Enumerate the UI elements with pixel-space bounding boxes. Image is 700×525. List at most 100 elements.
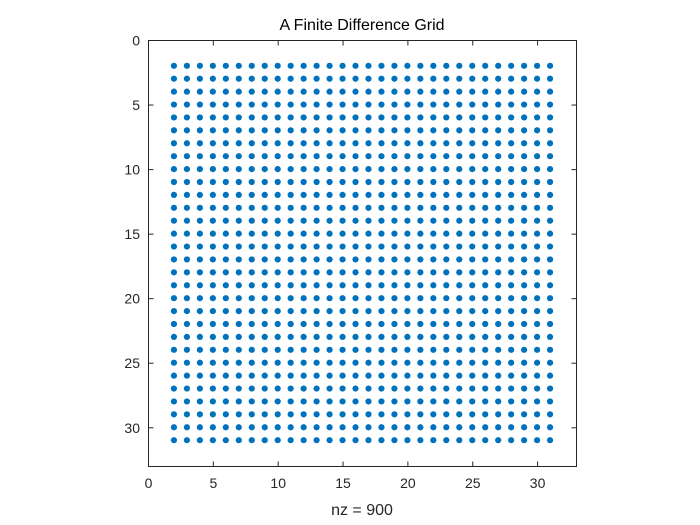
data-point	[521, 217, 528, 224]
data-point	[261, 385, 268, 392]
data-point	[352, 140, 359, 147]
data-point	[300, 411, 307, 418]
data-point	[209, 282, 216, 289]
data-point	[533, 424, 541, 431]
data-point	[430, 127, 437, 134]
data-point	[378, 243, 385, 250]
data-point	[443, 153, 450, 160]
data-point	[378, 75, 385, 82]
data-point	[261, 333, 268, 341]
data-point	[482, 320, 489, 328]
data-point	[209, 243, 216, 250]
data-point	[533, 437, 541, 444]
data-point	[339, 372, 346, 379]
x-tick-label: 20	[400, 475, 416, 491]
data-point	[456, 359, 463, 366]
data-point	[430, 437, 437, 444]
data-point	[209, 101, 216, 108]
data-point	[546, 243, 554, 250]
data-point	[469, 204, 476, 211]
data-point	[313, 217, 320, 224]
data-point	[313, 62, 320, 69]
data-point	[326, 62, 333, 69]
data-point	[300, 191, 307, 199]
data-point	[287, 333, 294, 341]
data-point	[170, 359, 178, 366]
data-point	[352, 295, 359, 302]
data-point	[287, 307, 294, 315]
data-point	[365, 346, 372, 353]
data-point	[287, 165, 294, 173]
data-point	[533, 346, 541, 353]
data-point	[339, 230, 346, 237]
data-point	[456, 114, 463, 121]
data-point	[209, 424, 216, 431]
data-point	[196, 295, 203, 302]
data-point	[508, 191, 515, 199]
data-point	[287, 437, 294, 444]
data-point	[469, 269, 476, 276]
data-point	[209, 307, 216, 315]
data-point	[533, 101, 541, 108]
data-point	[183, 230, 191, 237]
data-point	[443, 140, 450, 147]
data-point	[365, 424, 372, 431]
data-point	[274, 243, 281, 250]
data-point	[248, 269, 255, 276]
data-point	[261, 178, 268, 186]
data-point	[248, 140, 255, 147]
data-point	[313, 88, 320, 95]
data-point	[495, 372, 502, 379]
data-point	[248, 62, 255, 69]
data-point	[183, 320, 191, 328]
data-point	[222, 359, 229, 366]
data-point	[313, 424, 320, 431]
data-point	[326, 424, 333, 431]
data-point	[235, 127, 242, 134]
data-point	[469, 75, 476, 82]
data-point	[196, 217, 203, 224]
data-point	[482, 140, 489, 147]
data-point	[222, 307, 229, 315]
data-point	[391, 320, 398, 328]
data-point	[378, 424, 385, 431]
data-point	[274, 140, 281, 147]
data-point	[287, 269, 294, 276]
data-point	[469, 424, 476, 431]
data-point	[287, 424, 294, 431]
data-point	[533, 269, 541, 276]
data-point	[443, 398, 450, 405]
data-point	[469, 178, 476, 186]
data-point	[495, 178, 502, 186]
data-point	[248, 411, 255, 418]
data-point	[508, 165, 515, 173]
data-point	[443, 424, 450, 431]
data-point	[235, 140, 242, 147]
data-point	[365, 295, 372, 302]
data-point	[248, 385, 255, 392]
data-point	[404, 191, 411, 199]
data-point	[222, 62, 229, 69]
data-point	[469, 243, 476, 250]
data-point	[209, 295, 216, 302]
data-point	[365, 437, 372, 444]
data-point	[339, 191, 346, 199]
data-point	[391, 424, 398, 431]
data-point	[521, 140, 528, 147]
data-point	[300, 88, 307, 95]
data-point	[183, 165, 191, 173]
data-point	[365, 333, 372, 341]
data-point	[469, 191, 476, 199]
data-point	[170, 333, 178, 341]
data-point	[495, 243, 502, 250]
data-point	[287, 88, 294, 95]
data-point	[456, 88, 463, 95]
data-point	[417, 127, 424, 134]
data-point	[248, 114, 255, 121]
data-point	[209, 320, 216, 328]
data-point	[508, 114, 515, 121]
data-point	[443, 191, 450, 199]
data-point	[313, 411, 320, 418]
data-point	[352, 282, 359, 289]
data-point	[183, 424, 191, 431]
